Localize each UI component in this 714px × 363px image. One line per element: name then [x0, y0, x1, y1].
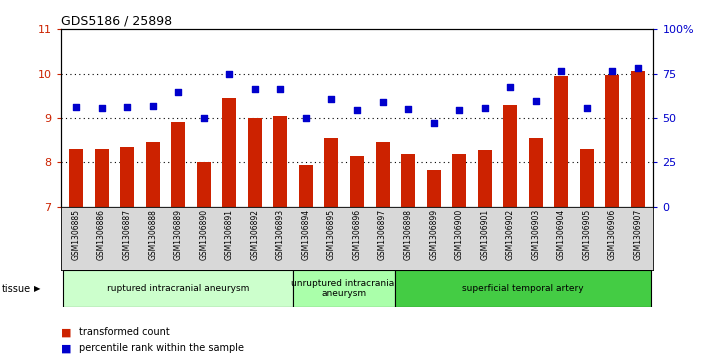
Bar	[631, 71, 645, 207]
Point	[633, 65, 644, 71]
Point	[173, 89, 184, 95]
Point	[249, 86, 261, 92]
Text: unruptured intracranial
aneurysm: unruptured intracranial aneurysm	[291, 279, 397, 298]
Point	[377, 99, 388, 105]
Bar	[503, 105, 517, 207]
Text: GSM1306889: GSM1306889	[174, 209, 183, 260]
Text: GSM1306899: GSM1306899	[429, 209, 438, 260]
Bar	[248, 118, 262, 207]
Point	[96, 105, 107, 111]
Bar	[426, 171, 441, 207]
Point	[223, 72, 235, 77]
Text: GSM1306904: GSM1306904	[557, 209, 566, 260]
Point	[326, 97, 337, 102]
Point	[453, 107, 465, 113]
Text: GSM1306897: GSM1306897	[378, 209, 387, 260]
Text: GSM1306900: GSM1306900	[455, 209, 463, 260]
Point	[581, 105, 593, 111]
Point	[530, 98, 541, 104]
Point	[70, 104, 81, 110]
Bar	[293, 270, 396, 307]
Bar	[64, 270, 293, 307]
Bar	[350, 156, 364, 207]
Point	[198, 115, 209, 121]
Text: GSM1306890: GSM1306890	[199, 209, 208, 260]
Bar	[171, 122, 185, 207]
Text: GDS5186 / 25898: GDS5186 / 25898	[61, 15, 172, 28]
Bar	[605, 75, 620, 207]
Bar	[452, 154, 466, 207]
Text: ▶: ▶	[34, 284, 41, 293]
Text: GSM1306906: GSM1306906	[608, 209, 617, 260]
Bar	[401, 154, 415, 207]
Text: percentile rank within the sample: percentile rank within the sample	[79, 343, 243, 354]
Text: GSM1306886: GSM1306886	[97, 209, 106, 260]
Text: superficial temporal artery: superficial temporal artery	[462, 284, 584, 293]
Bar	[94, 149, 109, 207]
Bar	[197, 162, 211, 207]
Bar	[273, 116, 288, 207]
Text: GSM1306887: GSM1306887	[123, 209, 131, 260]
Bar	[222, 98, 236, 207]
Bar	[580, 149, 594, 207]
Bar	[146, 142, 160, 207]
Bar	[299, 165, 313, 207]
Text: GSM1306896: GSM1306896	[353, 209, 361, 260]
Text: GSM1306894: GSM1306894	[301, 209, 311, 260]
Point	[505, 84, 516, 90]
Point	[300, 115, 311, 121]
Text: ■: ■	[61, 343, 71, 354]
Point	[403, 106, 414, 112]
Text: GSM1306891: GSM1306891	[225, 209, 233, 260]
Point	[607, 68, 618, 74]
Bar	[529, 138, 543, 207]
Text: GSM1306892: GSM1306892	[251, 209, 259, 260]
Text: GSM1306888: GSM1306888	[148, 209, 157, 260]
Text: GSM1306901: GSM1306901	[481, 209, 489, 260]
Point	[479, 105, 491, 111]
Bar	[120, 147, 134, 207]
Point	[351, 107, 363, 113]
Text: ■: ■	[61, 327, 71, 337]
Text: GSM1306907: GSM1306907	[633, 209, 643, 260]
Bar	[554, 76, 568, 207]
Bar	[69, 149, 83, 207]
Point	[428, 121, 439, 126]
Text: GSM1306885: GSM1306885	[71, 209, 81, 260]
Point	[147, 103, 159, 109]
Point	[275, 86, 286, 92]
Bar	[396, 270, 650, 307]
Bar	[376, 142, 390, 207]
Text: GSM1306898: GSM1306898	[403, 209, 413, 260]
Text: GSM1306903: GSM1306903	[531, 209, 540, 260]
Text: GSM1306893: GSM1306893	[276, 209, 285, 260]
Bar	[478, 150, 492, 207]
Point	[555, 68, 567, 74]
Text: transformed count: transformed count	[79, 327, 169, 337]
Text: ruptured intracranial aneurysm: ruptured intracranial aneurysm	[107, 284, 249, 293]
Text: GSM1306895: GSM1306895	[327, 209, 336, 260]
Text: GSM1306902: GSM1306902	[506, 209, 515, 260]
Bar	[324, 138, 338, 207]
Text: GSM1306905: GSM1306905	[583, 209, 591, 260]
Text: tissue: tissue	[1, 284, 31, 294]
Point	[121, 104, 133, 110]
